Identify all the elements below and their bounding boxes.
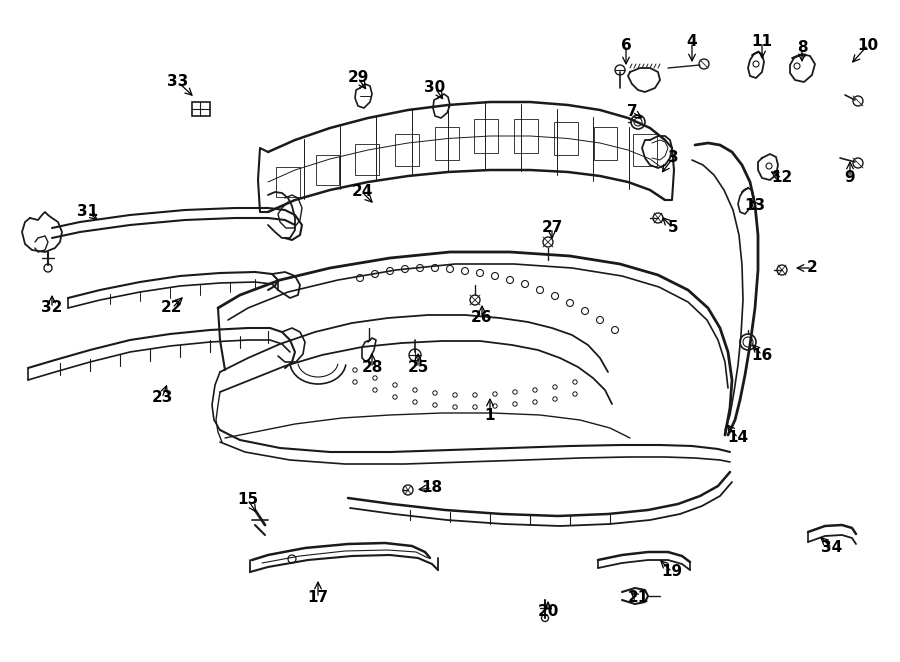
Text: 11: 11	[752, 34, 772, 50]
Text: 22: 22	[161, 301, 183, 316]
Bar	[356, 144, 379, 175]
Text: 3: 3	[668, 150, 679, 166]
Text: 31: 31	[77, 205, 99, 220]
Text: 23: 23	[151, 391, 173, 406]
Text: 4: 4	[687, 34, 698, 50]
Bar	[474, 119, 499, 153]
Text: 6: 6	[621, 38, 632, 52]
Text: 32: 32	[41, 301, 63, 316]
Text: 1: 1	[485, 408, 495, 422]
Text: 9: 9	[845, 171, 855, 185]
Bar	[593, 126, 617, 160]
Text: 29: 29	[347, 70, 369, 85]
Text: 7: 7	[626, 105, 637, 120]
Text: 15: 15	[238, 493, 258, 508]
Text: 12: 12	[771, 171, 793, 185]
Text: 20: 20	[537, 604, 559, 620]
Bar	[395, 134, 419, 166]
Text: 17: 17	[308, 591, 328, 606]
Text: 2: 2	[806, 261, 817, 275]
Bar	[192, 102, 210, 116]
Text: 30: 30	[425, 81, 446, 95]
Text: 33: 33	[167, 75, 189, 89]
Text: 14: 14	[727, 430, 749, 446]
Text: 5: 5	[668, 220, 679, 236]
Text: 21: 21	[627, 591, 649, 606]
Text: 26: 26	[472, 310, 493, 326]
Bar	[554, 122, 578, 156]
Text: 18: 18	[421, 481, 443, 495]
Bar	[634, 134, 657, 166]
Text: 28: 28	[361, 361, 382, 375]
Text: 8: 8	[796, 40, 807, 56]
Bar	[514, 119, 538, 153]
Text: 25: 25	[408, 361, 428, 375]
Bar	[276, 167, 300, 197]
Text: 24: 24	[351, 185, 373, 199]
Bar	[316, 155, 339, 185]
Text: 27: 27	[541, 220, 562, 236]
Bar	[435, 126, 459, 160]
Text: 19: 19	[662, 565, 682, 579]
Text: 13: 13	[744, 197, 766, 213]
Text: 10: 10	[858, 38, 878, 52]
Text: 34: 34	[822, 540, 842, 555]
Text: 16: 16	[752, 348, 772, 363]
